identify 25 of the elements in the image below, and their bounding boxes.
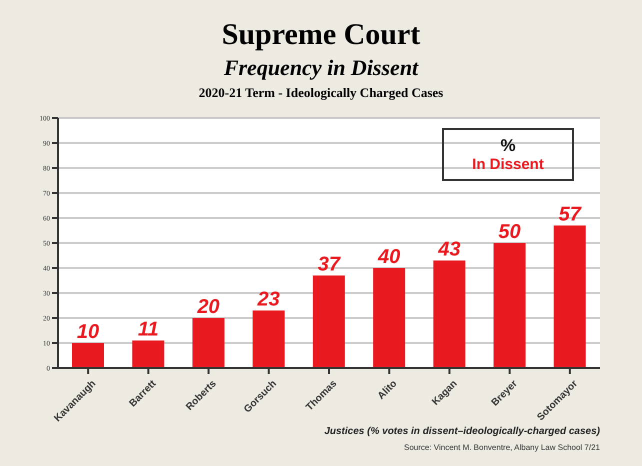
data-label: 20 <box>196 296 220 318</box>
source-note: Source: Vincent M. Bonventre, Albany Law School 7/21 <box>404 443 600 452</box>
chart-subtitle: Frequency in Dissent <box>222 55 420 81</box>
text: 2020-21 Term - Ideologically Charged Cases <box>198 85 444 101</box>
chart-title: Supreme Court <box>220 18 422 52</box>
bar <box>554 226 586 368</box>
data-label: 57 <box>558 204 582 226</box>
bar <box>72 343 104 368</box>
bar <box>132 340 164 368</box>
data-label: 40 <box>376 246 400 268</box>
bar <box>252 310 285 368</box>
data-label: 43 <box>437 238 460 260</box>
text: In Dissent <box>471 156 545 173</box>
bar <box>192 318 224 368</box>
data-label: 50 <box>498 221 521 243</box>
bar <box>494 243 526 368</box>
bar <box>433 260 466 368</box>
bar <box>373 268 406 368</box>
data-label: 23 <box>256 288 280 310</box>
data-label: 37 <box>318 254 341 276</box>
x-axis-title: Justices (% votes in dissent–ideologically-charged cases) <box>324 426 600 437</box>
legend-title: % <box>499 136 517 156</box>
bar <box>312 276 345 368</box>
data-label: 10 <box>76 321 100 343</box>
data-label: 11 <box>138 318 159 340</box>
